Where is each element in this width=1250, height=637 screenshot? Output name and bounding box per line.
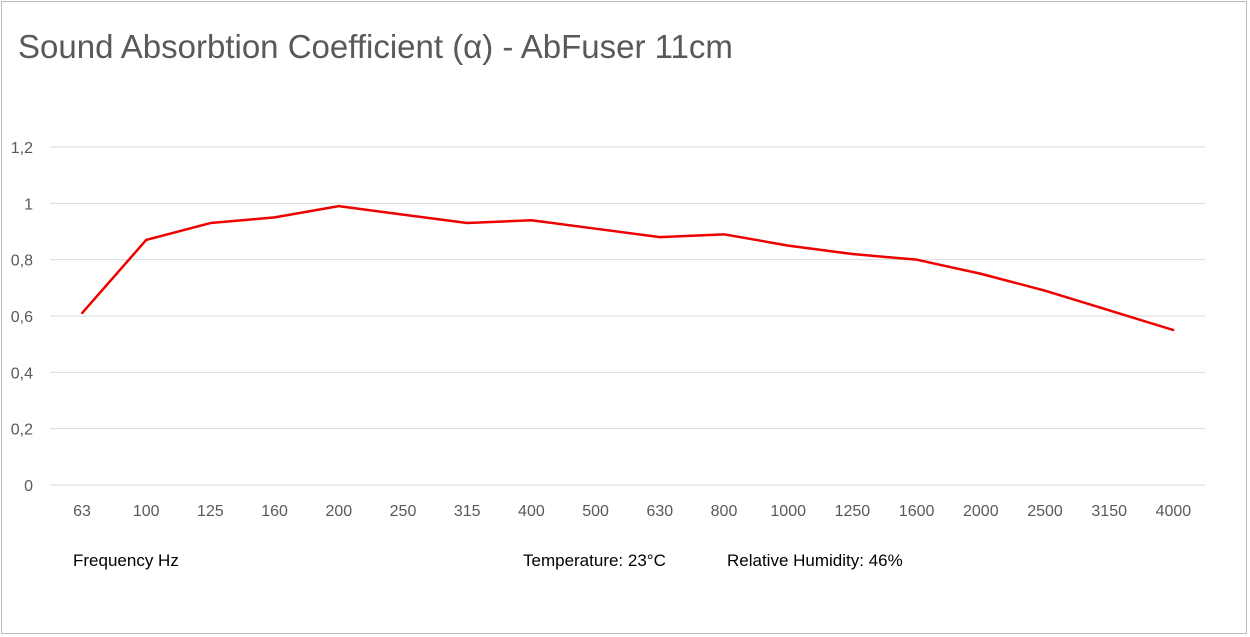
series-line xyxy=(81,204,1174,332)
x-tick-label: 1000 xyxy=(770,503,806,520)
data-point xyxy=(979,272,982,275)
gridlines xyxy=(50,146,1205,486)
series-group xyxy=(81,204,1175,332)
y-tick-label: 0,8 xyxy=(11,253,33,270)
x-tick-label: 100 xyxy=(133,503,160,520)
y-axis-tick-labels: 0 0,2 0,4 0,6 0,8 1 1,2 xyxy=(11,140,33,495)
x-tick-label: 2000 xyxy=(963,503,999,520)
y-tick-label: 0,6 xyxy=(11,309,33,326)
x-axis-label: Frequency Hz xyxy=(73,551,179,570)
data-point xyxy=(787,244,790,247)
data-point xyxy=(594,227,597,230)
data-point xyxy=(1172,329,1175,332)
x-tick-label: 2500 xyxy=(1027,503,1063,520)
y-tick-label: 0,4 xyxy=(11,365,33,382)
x-tick-label: 315 xyxy=(454,503,481,520)
data-point xyxy=(466,222,469,225)
data-point xyxy=(851,253,854,256)
x-axis-tick-labels: 63 100 125 160 200 250 315 400 500 630 800 1000 1250… xyxy=(73,503,1191,520)
x-tick-label: 250 xyxy=(390,503,417,520)
y-tick-label: 1,2 xyxy=(11,140,33,157)
x-tick-label: 200 xyxy=(325,503,352,520)
data-point xyxy=(145,238,148,241)
x-tick-label: 4000 xyxy=(1156,503,1192,520)
x-tick-label: 800 xyxy=(711,503,738,520)
data-point xyxy=(1108,309,1111,312)
x-tick-label: 1250 xyxy=(835,503,871,520)
x-tick-label: 3150 xyxy=(1091,503,1127,520)
data-point xyxy=(915,258,918,261)
x-tick-label: 630 xyxy=(646,503,673,520)
data-point xyxy=(530,219,533,222)
data-point xyxy=(209,222,212,225)
temperature-annotation: Temperature: 23°C xyxy=(523,551,666,570)
y-tick-label: 0 xyxy=(24,478,33,495)
x-tick-label: 1600 xyxy=(899,503,935,520)
chart-title: Sound Absorbtion Coefficient (α) - AbFus… xyxy=(18,28,733,65)
y-tick-label: 0,2 xyxy=(11,422,33,439)
data-point xyxy=(723,233,725,236)
data-point xyxy=(337,205,340,208)
data-point xyxy=(273,216,276,219)
data-point xyxy=(658,236,661,239)
x-tick-label: 500 xyxy=(582,503,609,520)
data-point xyxy=(81,312,83,315)
y-tick-label: 1 xyxy=(24,196,33,213)
data-point xyxy=(402,213,404,216)
x-tick-label: 400 xyxy=(518,503,545,520)
x-tick-label: 125 xyxy=(197,503,224,520)
data-point xyxy=(1044,289,1046,292)
x-tick-label: 160 xyxy=(261,503,288,520)
x-tick-label: 63 xyxy=(73,503,91,520)
humidity-annotation: Relative Humidity: 46% xyxy=(727,551,903,570)
